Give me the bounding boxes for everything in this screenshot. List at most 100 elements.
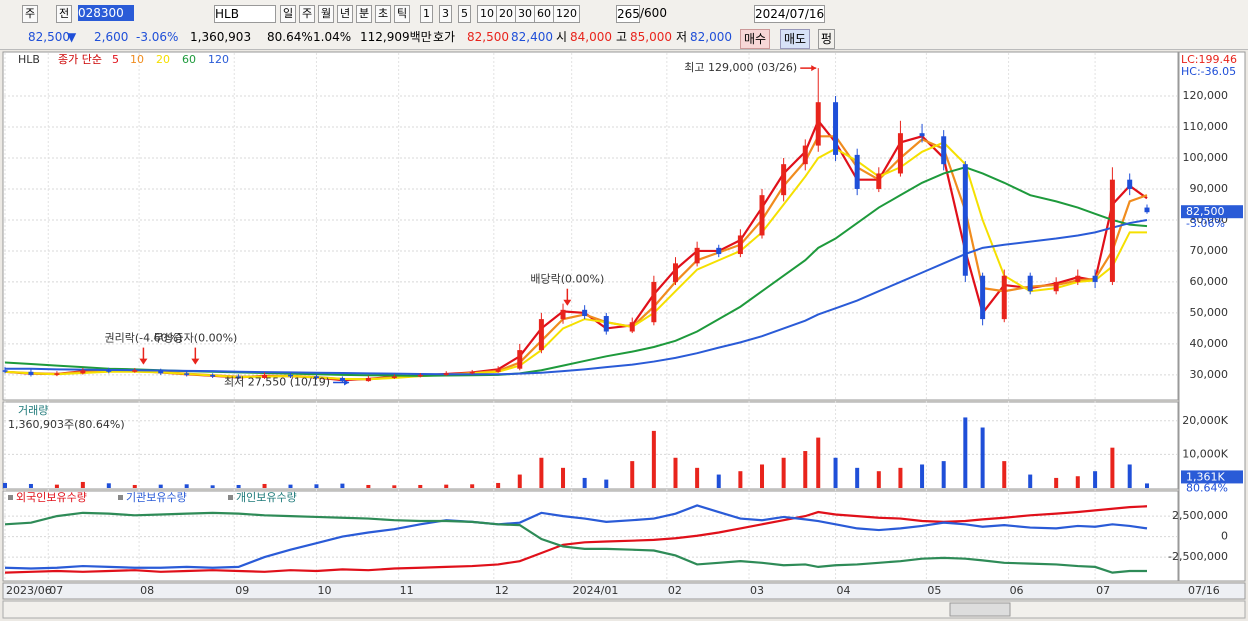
volume-bar <box>833 457 838 488</box>
interval-button[interactable]: 10 <box>477 5 497 23</box>
candle-body <box>716 247 722 255</box>
legend-entry: 기관보유수량 <box>126 491 187 504</box>
legend-swatch <box>228 495 233 500</box>
period-button[interactable]: 일 <box>280 5 297 23</box>
candle-body <box>1109 179 1115 282</box>
interval-button[interactable]: 20 <box>496 5 516 23</box>
low-label: 저 <box>676 30 688 44</box>
open: 84,000 <box>570 30 612 44</box>
candle-body <box>672 263 678 282</box>
count[interactable]: 265 <box>616 5 640 23</box>
candle-body <box>495 368 501 372</box>
volume-bar <box>855 467 860 488</box>
candle-body <box>1092 275 1098 282</box>
candle-body <box>694 247 700 264</box>
symbol: HLB <box>18 53 40 66</box>
market[interactable]: 주 <box>22 5 39 23</box>
legend-swatch <box>8 495 13 500</box>
legend-entry: 개인보유수량 <box>236 491 297 504</box>
arrow-head <box>563 299 572 306</box>
candle-body <box>1127 179 1133 189</box>
candle-body <box>538 319 544 351</box>
x-tick-label: 09 <box>235 584 249 597</box>
volume-bar <box>132 484 137 488</box>
period-button[interactable]: 틱 <box>394 5 411 23</box>
candle-body <box>184 373 190 375</box>
volume-bar <box>738 471 743 488</box>
interval-button[interactable]: 60 <box>534 5 554 23</box>
date[interactable]: 2024/07/16 <box>754 5 826 23</box>
panel-subtitle: 1,360,903주(80.64%) <box>8 418 125 431</box>
period-button[interactable]: 년 <box>337 5 354 23</box>
arrow: ▼ <box>67 30 77 44</box>
period-button[interactable]: 월 <box>318 5 335 23</box>
high: 85,000 <box>630 30 672 44</box>
volume-bar <box>366 484 371 488</box>
x-tick-label: 11 <box>400 584 414 597</box>
interval-button[interactable]: 3 <box>439 5 452 23</box>
interval-button[interactable]: 120 <box>553 5 580 23</box>
candle-body <box>339 377 345 382</box>
volume-bar <box>963 417 968 488</box>
volume-bar <box>392 485 397 488</box>
last-volume-tag <box>1181 470 1243 484</box>
legend-entry: 20 <box>156 53 170 66</box>
scrollbar[interactable] <box>2 600 1246 619</box>
annotation: 무상증자(0.00%) <box>153 332 237 345</box>
volume-bar <box>184 484 189 488</box>
candle-body <box>1075 275 1081 282</box>
candle-body <box>391 376 397 378</box>
sell-button[interactable]: 매도 <box>780 29 811 49</box>
candle-body <box>28 371 34 375</box>
volume-bar <box>1028 474 1033 488</box>
candle-body <box>443 373 449 375</box>
candle-body <box>158 370 164 374</box>
buy-button[interactable]: 매수 <box>740 29 771 49</box>
annotation: 최저 27,550 (10/19) <box>224 375 330 388</box>
price: 82,500 <box>28 30 70 44</box>
volume-bar <box>106 483 111 488</box>
candle-body <box>1053 281 1059 292</box>
candle-body <box>759 195 765 236</box>
volume-bar <box>898 467 903 488</box>
y-tick-label: 60,000 <box>1190 275 1229 288</box>
candle-body <box>833 102 839 155</box>
volume-bar <box>561 467 566 488</box>
volume-bar <box>54 484 59 488</box>
stock-name[interactable]: HLB <box>214 5 276 23</box>
x-tick-label: 02 <box>668 584 682 597</box>
interval-button[interactable]: 5 <box>458 5 471 23</box>
ratio: 1.04% <box>313 30 352 44</box>
low: 82,000 <box>690 30 732 44</box>
interval-button[interactable]: 1 <box>420 5 433 23</box>
max-count: /600 <box>640 6 667 20</box>
x-tick-label: 10 <box>317 584 331 597</box>
candle-body <box>262 374 268 378</box>
volume-bar <box>1054 477 1059 488</box>
volume-bar <box>920 464 925 488</box>
legend-entry: 10 <box>130 53 144 66</box>
y-tick-label: 90,000 <box>1190 182 1229 195</box>
candle-body <box>236 376 242 378</box>
candle-body <box>651 281 657 323</box>
period-button[interactable]: 주 <box>299 5 316 23</box>
scroll-thumb[interactable] <box>949 602 1011 617</box>
volume-bar <box>80 481 85 488</box>
candle-body <box>802 145 808 165</box>
period-button[interactable]: 초 <box>375 5 392 23</box>
prev[interactable]: 전 <box>56 5 73 23</box>
flat-button[interactable]: 펑 <box>818 29 836 49</box>
x-tick-label: 04 <box>837 584 851 597</box>
period-button[interactable]: 분 <box>356 5 373 23</box>
code[interactable]: 028300 <box>78 5 134 21</box>
volume-bar <box>816 437 821 488</box>
candle-body <box>54 373 60 375</box>
volume-bar <box>28 483 33 488</box>
right-axis <box>1178 51 1246 582</box>
volume-bar <box>781 457 786 488</box>
holding-line <box>4 504 1148 570</box>
candle-body <box>737 235 743 255</box>
volume: 1,360,903 <box>190 30 252 44</box>
